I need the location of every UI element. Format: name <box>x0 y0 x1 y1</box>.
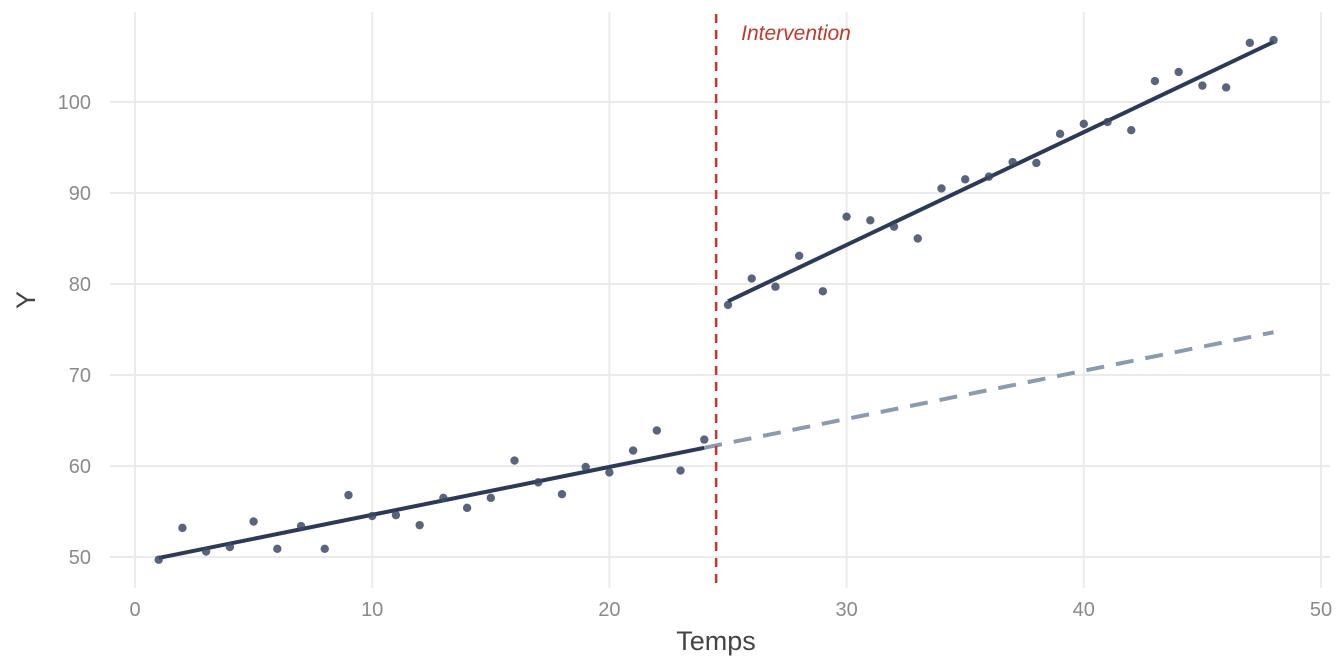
x-tick-label: 20 <box>598 599 620 621</box>
y-tick-label: 70 <box>69 365 91 387</box>
x-tick-label: 40 <box>1073 599 1095 621</box>
data-point <box>581 462 590 472</box>
data-point <box>1032 158 1041 168</box>
data-point <box>534 478 543 487</box>
data-point <box>1055 129 1065 139</box>
data-point <box>225 542 235 552</box>
data-point <box>1269 35 1278 45</box>
data-point <box>628 446 638 455</box>
data-point <box>368 511 377 521</box>
y-tick-label: 50 <box>69 547 91 569</box>
y-axis-title: Y <box>11 291 41 309</box>
data-point <box>818 287 828 296</box>
data-point <box>1008 157 1017 167</box>
data-point <box>1127 126 1136 135</box>
data-point <box>605 468 614 477</box>
data-point <box>866 216 875 225</box>
y-tick-label: 80 <box>69 274 91 296</box>
data-point <box>415 520 424 530</box>
y-tick-label: 60 <box>69 456 91 478</box>
data-point <box>1245 38 1255 48</box>
data-point <box>723 300 733 310</box>
intervention-marker: Intervention <box>714 14 851 588</box>
trend-lines <box>158 40 1275 560</box>
trend-line <box>727 40 1275 304</box>
data-point <box>1150 76 1160 86</box>
x-tick-label: 30 <box>835 599 857 621</box>
data-point <box>201 547 211 556</box>
data-point <box>344 490 353 500</box>
data-point <box>296 521 306 531</box>
data-point <box>1198 81 1207 90</box>
data-point <box>320 544 329 554</box>
x-tick-label: 10 <box>361 599 383 621</box>
data-point <box>913 234 922 243</box>
data-point <box>1079 119 1089 129</box>
data-point <box>273 544 282 554</box>
data-point <box>747 274 756 283</box>
data-point <box>154 555 163 564</box>
data-point <box>676 466 685 475</box>
data-points <box>154 35 1278 564</box>
x-tick-label: 50 <box>1310 599 1332 621</box>
data-point <box>652 426 662 435</box>
data-point <box>249 517 258 526</box>
grid <box>110 12 1330 588</box>
trend-line <box>158 445 705 560</box>
data-point <box>439 493 448 503</box>
x-tick-label: 0 <box>129 599 140 621</box>
data-point <box>1103 117 1112 127</box>
x-axis-ticks: 0 10 20 30 40 50 <box>129 599 1332 621</box>
data-point <box>1221 83 1231 92</box>
y-tick-label: 90 <box>69 183 91 205</box>
data-point <box>178 523 187 533</box>
data-point <box>961 175 970 184</box>
data-point <box>1174 67 1183 77</box>
y-tick-label: 100 <box>58 92 91 114</box>
data-point <box>510 456 519 465</box>
data-point <box>700 435 709 444</box>
data-point <box>391 510 401 520</box>
intervention-label: Intervention <box>741 22 851 45</box>
data-point <box>557 490 567 499</box>
data-point <box>486 493 495 503</box>
data-point <box>794 251 804 260</box>
data-point <box>771 282 780 291</box>
data-point <box>462 503 472 513</box>
counterfactual-line <box>703 330 1274 450</box>
y-axis-ticks: 50 60 70 80 90 100 <box>58 92 91 569</box>
data-point <box>889 222 899 231</box>
data-point <box>937 184 946 193</box>
data-point <box>842 212 851 221</box>
data-point <box>984 172 994 181</box>
x-axis-title: Temps <box>676 626 756 656</box>
